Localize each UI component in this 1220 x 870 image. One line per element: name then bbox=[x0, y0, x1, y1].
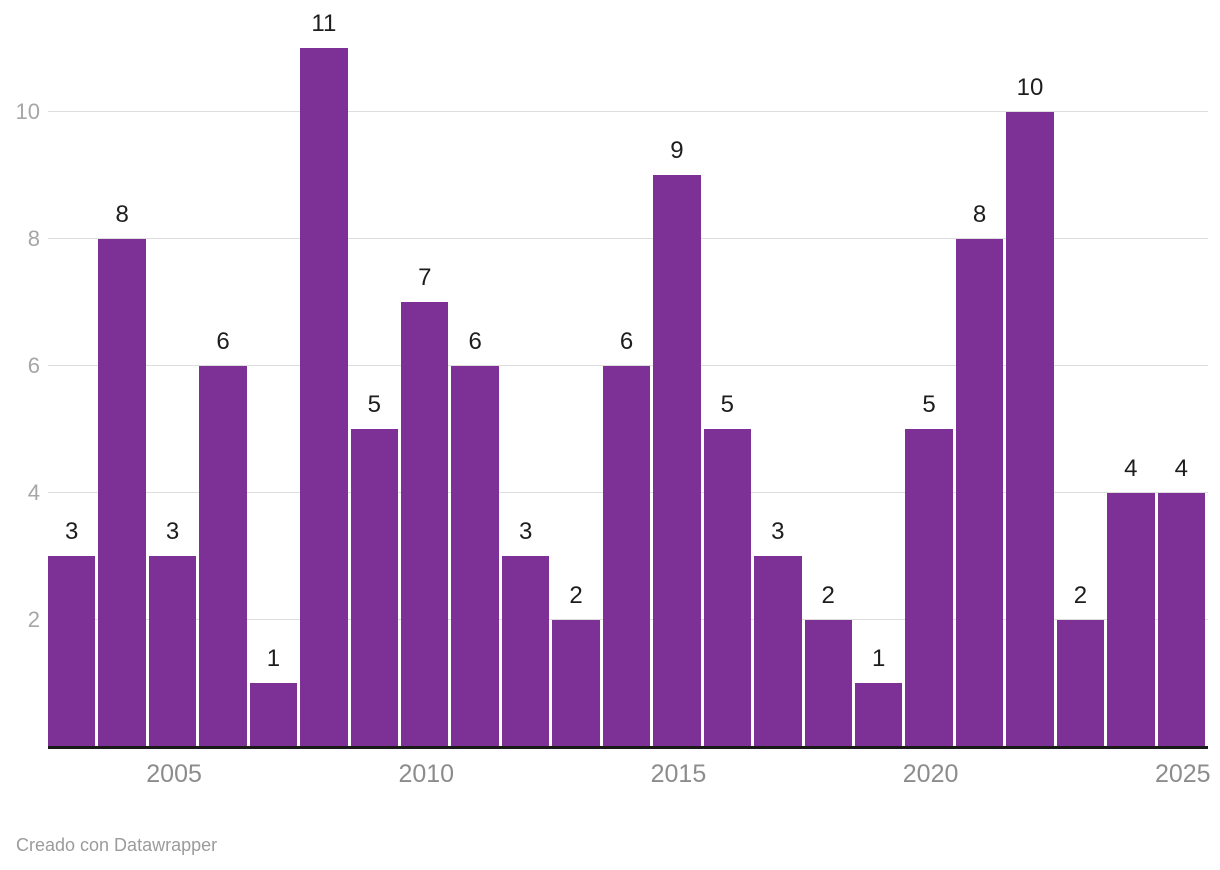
gridline bbox=[48, 111, 1208, 113]
bar-value-label: 2 bbox=[821, 581, 835, 609]
bar-value-label: 4 bbox=[1124, 454, 1138, 482]
bar-value-label: 5 bbox=[922, 391, 936, 419]
bar-value-label: 3 bbox=[771, 518, 785, 546]
x-axis-tick-label: 2015 bbox=[650, 760, 707, 788]
bar bbox=[602, 365, 651, 747]
bar bbox=[703, 429, 752, 747]
bar bbox=[804, 619, 852, 747]
bar-value-label: 1 bbox=[871, 645, 886, 673]
y-axis-tick-label: 10 bbox=[15, 98, 40, 124]
bar-value-label: 4 bbox=[1174, 454, 1188, 482]
bar-value-label: 5 bbox=[720, 391, 735, 419]
bar-value-label: 11 bbox=[311, 10, 337, 37]
y-axis-tick-label: 8 bbox=[27, 225, 40, 251]
x-axis-tick-label: 2005 bbox=[146, 760, 202, 788]
bar bbox=[1157, 492, 1205, 747]
bar-value-label: 8 bbox=[115, 200, 129, 228]
bar-value-label: 8 bbox=[972, 200, 987, 228]
bar-value-label: 6 bbox=[619, 327, 634, 355]
bar bbox=[401, 302, 449, 747]
bar bbox=[905, 429, 953, 747]
bar-value-label: 3 bbox=[165, 518, 180, 546]
bar bbox=[249, 683, 298, 747]
bar bbox=[350, 429, 399, 747]
y-axis-tick-label: 6 bbox=[27, 352, 40, 378]
bar-value-label: 2 bbox=[569, 581, 583, 609]
y-axis-tick-label: 4 bbox=[27, 479, 40, 505]
bar bbox=[552, 619, 600, 747]
x-axis-tick-label: 2025 bbox=[1154, 760, 1211, 788]
bar bbox=[653, 175, 701, 747]
bar bbox=[955, 238, 1004, 747]
bar bbox=[300, 48, 348, 747]
bar bbox=[148, 556, 197, 747]
bar-value-label: 7 bbox=[418, 264, 432, 292]
bar-value-label: 6 bbox=[216, 327, 230, 355]
bar bbox=[1056, 619, 1105, 747]
bar bbox=[501, 556, 550, 747]
bar bbox=[48, 556, 96, 747]
bar bbox=[199, 365, 247, 747]
bar-value-label: 2 bbox=[1073, 581, 1088, 609]
x-axis-tick-label: 2010 bbox=[398, 760, 455, 788]
datawrapper-credit-link[interactable]: Creado con Datawrapper bbox=[16, 835, 218, 855]
bar-value-label: 10 bbox=[1016, 73, 1044, 101]
bar-value-label: 6 bbox=[468, 327, 482, 355]
bar bbox=[451, 365, 499, 747]
bar-value-label: 5 bbox=[367, 391, 381, 419]
bar bbox=[754, 556, 802, 747]
bar-value-label: 9 bbox=[670, 137, 684, 165]
bar bbox=[1107, 492, 1155, 747]
bar bbox=[98, 238, 146, 747]
x-axis-tick-label: 2020 bbox=[902, 760, 959, 788]
bar-value-label: 1 bbox=[266, 645, 281, 673]
y-axis-tick-label: 2 bbox=[27, 606, 40, 632]
gridline bbox=[48, 238, 1208, 240]
x-axis-line bbox=[48, 746, 1208, 749]
bar bbox=[1006, 111, 1054, 747]
bar-value-label: 3 bbox=[65, 518, 79, 546]
bar bbox=[854, 683, 903, 747]
bar-value-label: 3 bbox=[518, 518, 533, 546]
